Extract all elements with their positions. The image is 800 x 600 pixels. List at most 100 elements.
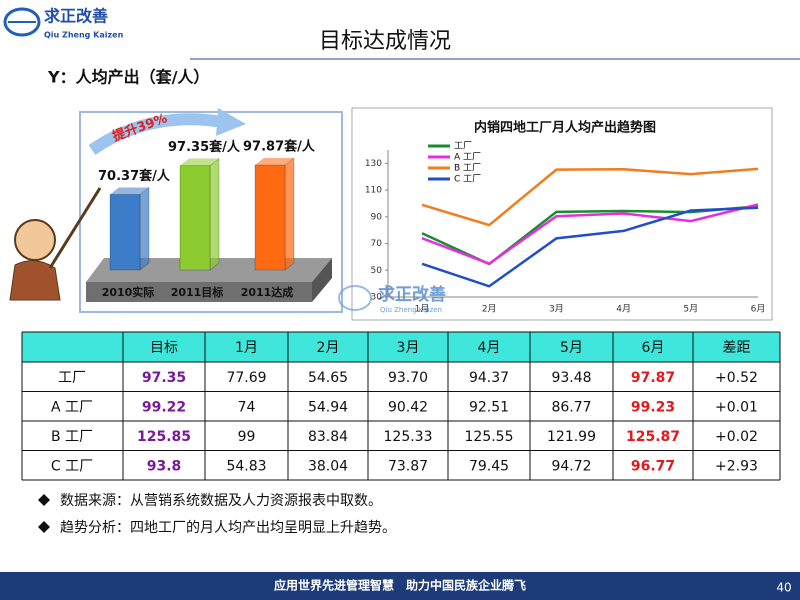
bar [109,194,141,271]
table-cell: +0.02 [715,429,758,445]
y-tick-label: 90 [371,212,383,222]
bar-side [139,186,150,272]
presenter [9,187,102,301]
table-cell: 97.35 [142,370,186,386]
table-cell: 54.65 [308,370,348,386]
category-label: 2011达成 [241,285,294,299]
x-tick-label: 1月 [415,304,430,315]
y-tick-label: 70 [371,239,383,249]
note: 趋势分析：四地工厂的月人均产出均呈明显上升趋势。 [60,520,396,536]
legend-label: B 工厂 [454,163,481,174]
slide-title: 目标达成情况 [319,29,451,54]
watermark-icon [338,285,372,311]
table-cell: 97.87 [631,370,675,386]
y-tick-label: 130 [365,159,382,169]
chart-title: 内销四地工厂月人均产出趋势图 [474,120,656,136]
bar [254,164,286,271]
series-line [421,167,759,227]
logo: 求正改善 Qiu Zheng Kaizen [3,7,124,40]
logo-text: 求正改善 [44,7,108,26]
line-panel [351,107,773,321]
category-label: 2011目标 [171,285,224,299]
table-header: 2月 [317,340,340,356]
bar-top [255,158,294,165]
table-cell: 73.87 [388,458,428,474]
bullet [38,521,50,533]
y-tick-label: 50 [371,266,383,276]
watermark-sub: Qiu Zheng Kaizen [380,306,442,314]
y-tick-label: 110 [365,186,382,196]
growth-arrow-head [216,108,246,136]
table-header: 4月 [478,340,501,356]
table-header-bg [22,332,780,362]
watermark-title: 求正改善 [378,284,446,305]
table-cell: 125.87 [626,429,680,445]
bar-top [110,187,149,195]
page-number: 40 [776,581,791,595]
table-cell: 90.42 [388,399,428,415]
value-label: 70.37套/人 [98,168,171,184]
bar-side [209,157,220,272]
table-cell: C 工厂 [51,458,93,474]
table-cell: 54.94 [308,399,348,415]
bullet [38,494,50,506]
table-cell: +0.01 [715,399,758,415]
presenter-pointer [48,187,102,269]
table-header: 5月 [560,340,583,356]
table-cell: 121.99 [547,429,596,445]
table-cell: B 工厂 [51,429,93,445]
table-cell: 99.22 [142,399,186,415]
legend-label: A 工厂 [454,152,481,163]
table-header: 3月 [397,340,420,356]
value-label: 97.35套/人 [168,139,241,155]
table-cell: 94.72 [551,458,591,474]
table-cell: +0.52 [715,370,758,386]
presenter-body [9,260,61,301]
table-cell: 99.23 [631,399,675,415]
table-cell: 125.55 [465,429,514,445]
growth-arrow [88,113,223,155]
table-cell: 83.84 [308,429,348,445]
table-cell: 96.77 [631,458,675,474]
x-tick-label: 3月 [549,304,564,315]
table-cell: 54.83 [226,458,266,474]
table-cell: 125.33 [384,429,433,445]
subtitle: Y：人均产出（套/人） [47,68,209,87]
table-cell: 79.45 [469,458,509,474]
watermark: 求正改善 Qiu Zheng Kaizen [338,284,446,314]
platform-side [312,258,332,302]
x-tick-label: 6月 [751,304,766,315]
table-cell: 92.51 [469,399,509,415]
table-header: 6月 [642,340,665,356]
table-cell: 93.70 [388,370,428,386]
bar-top [180,158,219,166]
table-cell: 93.48 [551,370,591,386]
table-cell: 工厂 [58,370,86,386]
platform-front [86,282,312,302]
bar [179,165,211,271]
legend-label: C 工厂 [454,174,481,185]
table-header: 1月 [235,340,258,356]
x-tick-label: 4月 [616,304,631,315]
table-cell: A 工厂 [51,399,93,415]
table-cell: 38.04 [308,458,348,474]
note: 数据来源：从营销系统数据及人力资源报表中取数。 [60,493,382,509]
table-cell: 93.8 [147,458,182,474]
presenter-head [14,219,56,261]
footer-bar [0,572,800,600]
footer-text: 应用世界先进管理智慧 助力中国民族企业腾飞 [274,578,526,593]
series-line [421,203,759,266]
bar-side [284,156,295,272]
table-cell: 86.77 [551,399,591,415]
notes: 数据来源：从营销系统数据及人力资源报表中取数。 趋势分析：四地工厂的月人均产出均… [38,493,396,536]
value-label: 97.87套/人 [243,139,316,155]
series-line [421,206,759,288]
legend-label: 工厂 [454,141,472,152]
table-cell: 125.85 [137,429,191,445]
table-header: 目标 [150,340,178,356]
logo-icon [3,7,41,37]
table-header: 差距 [723,340,751,356]
table-cell: 99 [238,429,256,445]
y-tick-label: 30 [371,293,383,303]
